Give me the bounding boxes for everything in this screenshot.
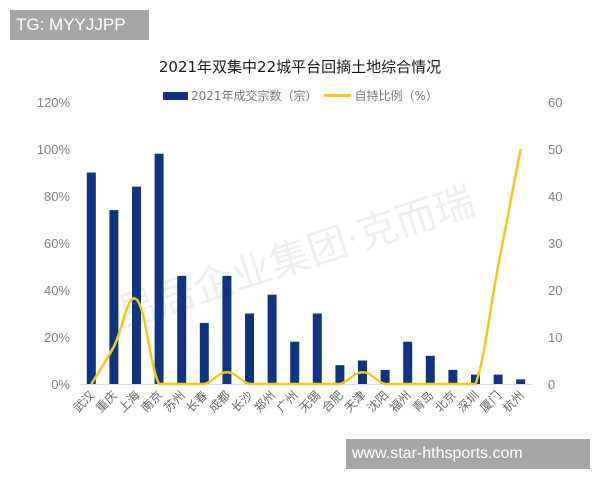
bar <box>245 313 254 384</box>
x-axis-category-label: 深圳 <box>455 388 482 415</box>
legend-bar-label: 2021年成交宗数（宗） <box>191 89 318 103</box>
bar <box>516 379 526 384</box>
bar <box>267 294 277 384</box>
x-axis-category-label: 重庆 <box>93 388 120 415</box>
left-axis-tick: 60% <box>44 236 70 251</box>
x-axis-category-label: 无锡 <box>296 388 324 416</box>
x-axis-category-label: 苏州 <box>161 388 188 415</box>
right-axis-tick: 10 <box>548 330 562 345</box>
bar <box>86 172 96 384</box>
x-axis-category-label: 武汉 <box>71 388 98 415</box>
url-badge: www.star-hthsports.com <box>346 439 590 469</box>
left-axis-tick: 20% <box>44 330 70 345</box>
chart-title: 2021年双集中22城平台回摘土地综合情况 <box>158 58 442 76</box>
bar <box>199 322 209 384</box>
x-axis-category-label: 沈阳 <box>364 388 392 416</box>
line-series <box>90 148 522 386</box>
bar <box>493 374 503 384</box>
legend-line-swatch <box>323 94 351 97</box>
x-axis-category-label: 青岛 <box>409 388 437 416</box>
right-axis-tick: 0 <box>548 377 555 392</box>
bar <box>335 365 345 384</box>
x-axis-category-label: 郑州 <box>251 388 279 416</box>
bar <box>222 275 232 384</box>
bar <box>448 369 458 384</box>
right-axis-tick: 50 <box>548 142 562 157</box>
bar <box>290 341 300 384</box>
x-axis-category-label: 广州 <box>274 388 301 415</box>
watermark-text: 易居企业集团·克而瑞 <box>112 178 481 337</box>
bar <box>380 369 390 384</box>
bar <box>132 186 141 384</box>
bar <box>154 153 164 384</box>
x-axis-category-label: 南京 <box>138 388 166 416</box>
right-axis-tick: 40 <box>548 189 562 204</box>
x-axis-category-label: 杭州 <box>499 388 527 416</box>
right-axis-tick: 60 <box>548 95 562 110</box>
left-axis-tick: 80% <box>44 189 70 204</box>
chart-legend: 2021年成交宗数（宗） 自持比例（%） <box>163 87 438 104</box>
legend-bar-swatch <box>163 91 188 100</box>
bar <box>109 210 119 384</box>
bar <box>312 313 322 384</box>
bar <box>403 341 413 384</box>
left-axis-tick: 40% <box>44 283 70 298</box>
left-axis-tick: 0% <box>51 377 70 392</box>
left-axis-tick: 100% <box>37 142 71 157</box>
x-axis-category-label: 上海 <box>115 388 143 416</box>
legend-line-label: 自持比例（%） <box>354 89 438 103</box>
x-axis-category-label: 合肥 <box>318 388 346 416</box>
x-axis-category-label: 福州 <box>386 388 414 416</box>
bar <box>425 355 435 384</box>
x-axis-category-label: 厦门 <box>477 388 505 416</box>
x-axis-category-label: 天津 <box>342 388 369 415</box>
bar <box>471 374 480 384</box>
tg-badge: TG: MYYJJPP <box>10 10 149 40</box>
left-axis-tick: 120% <box>37 95 71 110</box>
right-axis-tick: 30 <box>548 236 562 251</box>
x-axis-category-label: 长沙 <box>229 388 256 415</box>
x-axis-category-label: 成都 <box>206 388 233 415</box>
right-axis-tick: 20 <box>548 283 562 298</box>
x-axis-category-label: 长春 <box>184 388 211 415</box>
bar <box>177 275 187 384</box>
x-axis-category-label: 北京 <box>432 388 459 415</box>
